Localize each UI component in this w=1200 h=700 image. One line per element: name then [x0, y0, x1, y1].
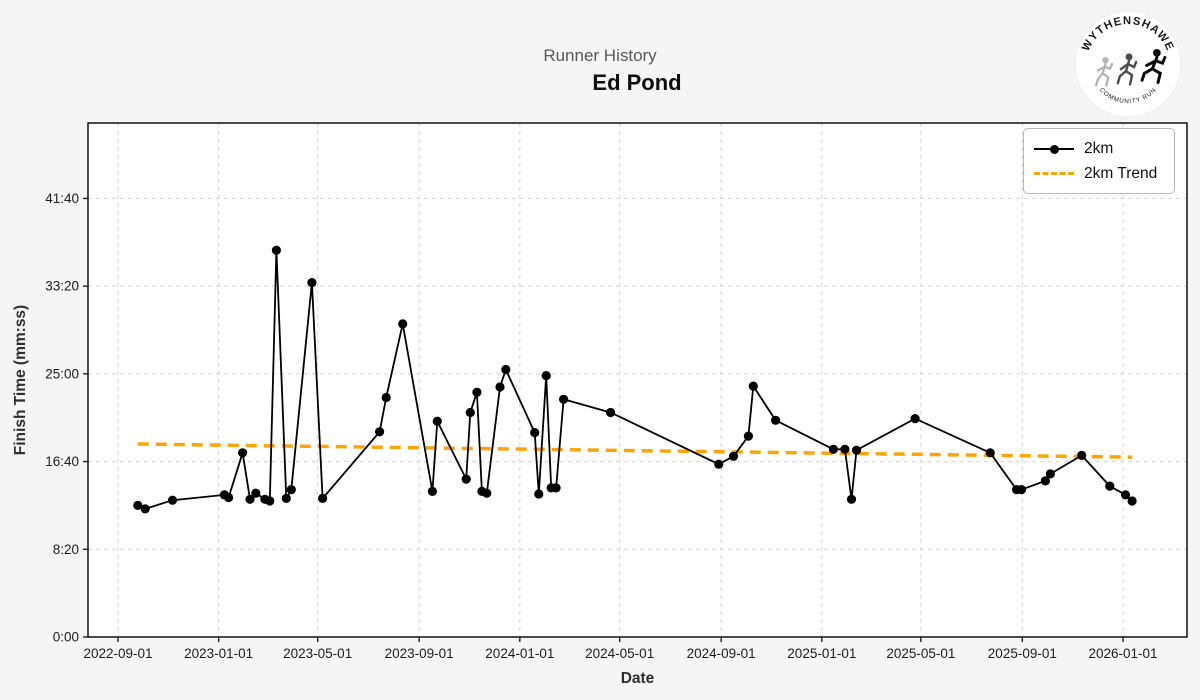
- plot-area: [88, 123, 1187, 637]
- data-point: [534, 489, 544, 499]
- data-point: [846, 494, 857, 504]
- data-point: [432, 416, 442, 426]
- data-point: [461, 474, 471, 484]
- legend-trend-label: 2km Trend: [1084, 164, 1158, 182]
- data-point: [224, 492, 234, 503]
- plot-border: [87, 122, 1188, 638]
- x-tick-label: 2026-01-01: [1088, 646, 1157, 661]
- x-tick-label: 2025-05-01: [886, 646, 955, 661]
- data-point: [427, 486, 437, 496]
- gridlines: [88, 123, 1187, 638]
- x-tick-label: 2022-09-01: [83, 646, 152, 661]
- data-point: [1120, 490, 1131, 500]
- data-point: [1040, 476, 1050, 486]
- x-tick-label: 2025-09-01: [988, 646, 1057, 661]
- data-point: [985, 448, 995, 458]
- y-tick-label: 16:40: [45, 454, 79, 469]
- x-tick-label: 2024-01-01: [485, 646, 554, 661]
- runner-icon: [1140, 49, 1167, 85]
- x-axis-title: Date: [621, 670, 655, 687]
- data-point: [482, 488, 492, 498]
- data-point: [286, 485, 296, 495]
- data-point: [251, 488, 261, 498]
- data-point: [381, 392, 391, 403]
- data-point: [271, 245, 281, 255]
- data-point: [265, 496, 275, 506]
- data-point: [910, 414, 920, 424]
- tick-labels: 2022-09-01 2023-01-01 2023-05-01 2023-09-01…: [45, 191, 1157, 661]
- legend-item-2km: 2km: [1034, 136, 1164, 161]
- data-point: [551, 483, 561, 493]
- trend-line: [137, 442, 1133, 459]
- data-point: [140, 504, 150, 514]
- y-tick-label: 33:20: [45, 279, 79, 294]
- data-point: [398, 319, 408, 329]
- data-point: [530, 428, 540, 438]
- data-point: [1127, 496, 1137, 506]
- data-point: [238, 448, 248, 458]
- data-point: [318, 493, 328, 503]
- data-point: [167, 495, 178, 505]
- data-point: [728, 451, 739, 461]
- data-point: [501, 364, 511, 375]
- data-point: [851, 445, 862, 455]
- data-point: [606, 407, 616, 418]
- runner-icon: [1116, 53, 1138, 86]
- data-point: [1105, 481, 1115, 491]
- y-tick-label: 25:00: [45, 366, 79, 381]
- club-logo: WYTHENSHAWE COMMUNITY RUN: [1074, 10, 1182, 118]
- y-tick-label: 8:20: [53, 542, 79, 557]
- tick-marks: [83, 197, 1124, 642]
- y-tick-label: 41:40: [45, 191, 79, 206]
- data-point: [840, 444, 850, 454]
- x-tick-label: 2024-05-01: [585, 646, 654, 661]
- x-tick-label: 2025-01-01: [787, 646, 856, 661]
- data-point: [375, 427, 385, 437]
- legend-2km-marker-icon: [1034, 144, 1074, 154]
- data-point: [541, 371, 551, 381]
- data-point: [495, 382, 505, 392]
- legend-trend-marker-icon: [1034, 172, 1074, 175]
- chart-subtitle: Runner History: [543, 46, 657, 65]
- data-point: [472, 387, 482, 397]
- data-point: [714, 459, 724, 469]
- runner-name-title: Ed Pond: [592, 70, 682, 95]
- x-tick-label: 2023-01-01: [184, 646, 253, 661]
- data-point: [828, 444, 839, 454]
- x-tick-label: 2024-09-01: [687, 646, 756, 661]
- data-point: [1045, 469, 1055, 479]
- data-point: [281, 493, 291, 503]
- data-point: [465, 407, 475, 418]
- data-point: [307, 278, 317, 288]
- x-tick-label: 2023-05-01: [283, 646, 352, 661]
- data-point: [748, 381, 758, 391]
- runner-icon: [1094, 57, 1114, 87]
- data-point: [245, 494, 255, 504]
- data-point: [559, 394, 569, 404]
- series-points-2km: [133, 245, 1137, 514]
- y-axis-title: Finish Time (mm:ss): [12, 305, 29, 455]
- data-point: [1077, 450, 1087, 460]
- data-point: [133, 500, 143, 510]
- x-tick-label: 2023-09-01: [385, 646, 454, 661]
- data-point: [1016, 485, 1027, 495]
- chart-legend: 2km 2km Trend: [1023, 128, 1175, 194]
- legend-2km-label: 2km: [1084, 139, 1114, 157]
- data-point: [771, 415, 781, 425]
- legend-item-2km-trend: 2km Trend: [1034, 161, 1164, 186]
- y-tick-label: 0:00: [53, 630, 79, 645]
- data-point: [743, 431, 754, 441]
